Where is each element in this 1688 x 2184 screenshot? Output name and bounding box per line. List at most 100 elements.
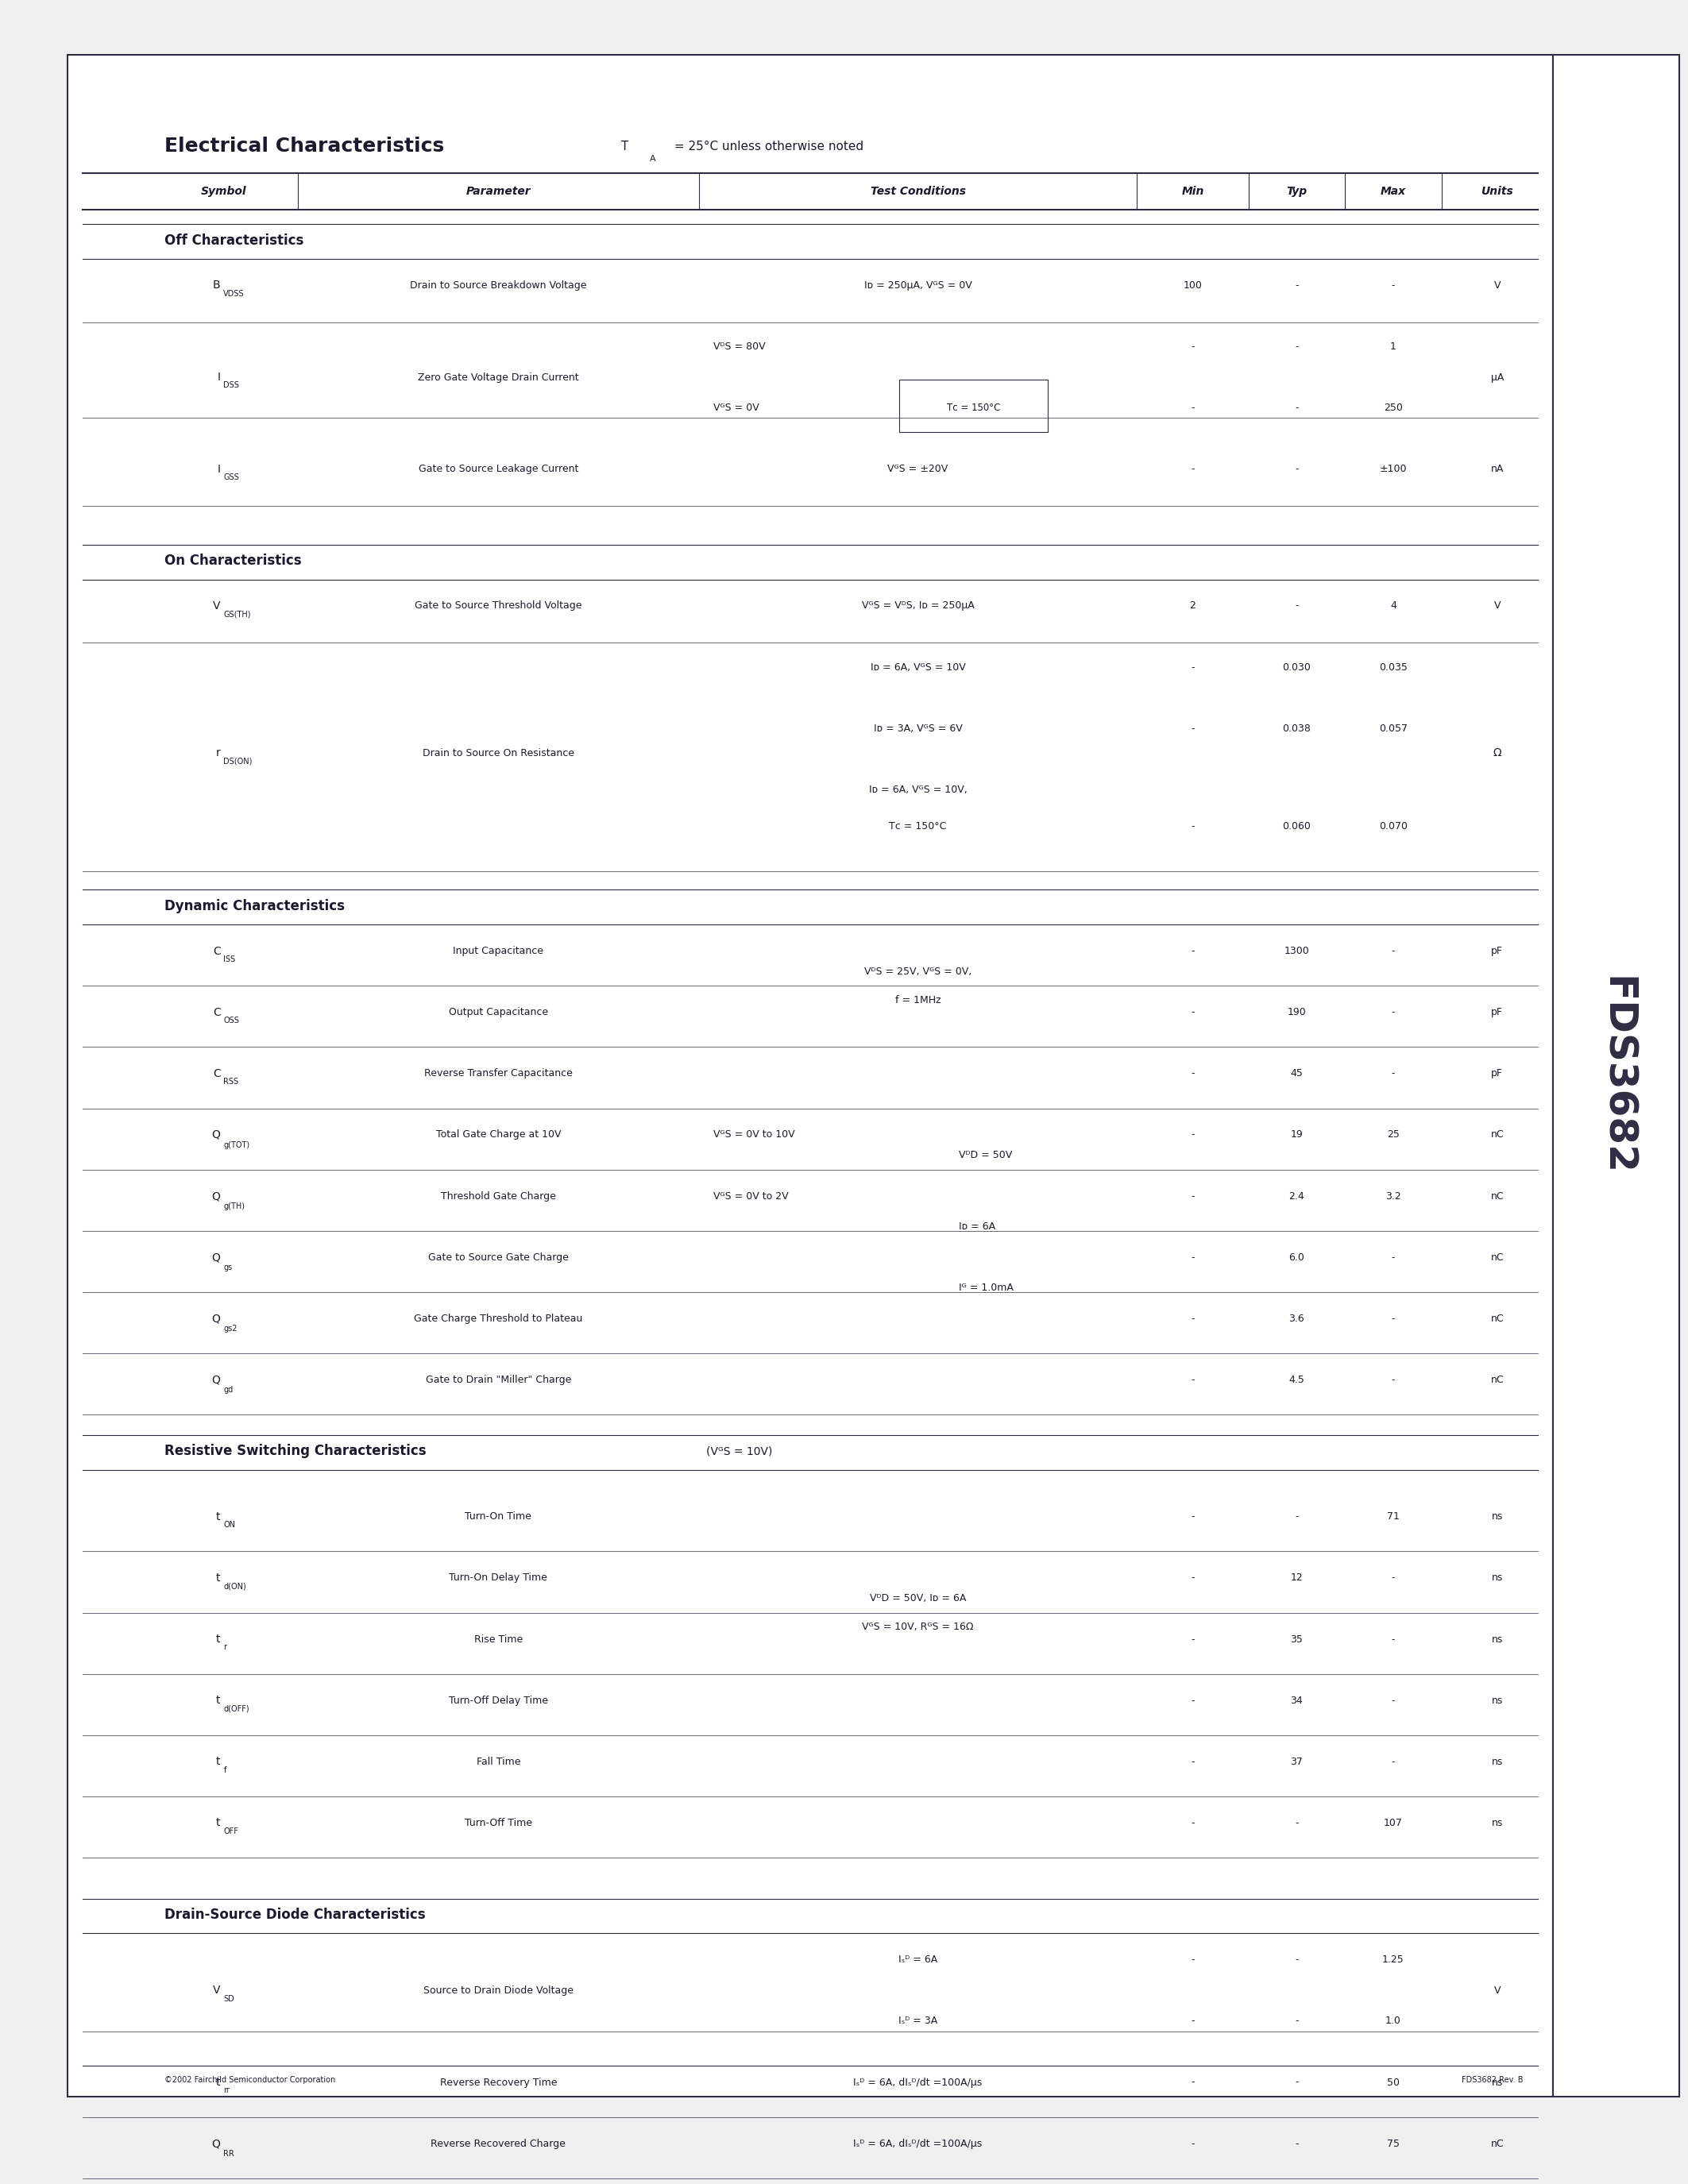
Text: Tᴄ = 150°C: Tᴄ = 150°C	[890, 821, 947, 832]
Text: Iᴅ = 6A, VᴳS = 10V: Iᴅ = 6A, VᴳS = 10V	[871, 662, 966, 673]
Text: -: -	[1192, 463, 1195, 474]
Text: pF: pF	[1491, 946, 1504, 957]
Text: Iₛᴰ = 6A, dIₛᴰ/dt =100A/μs: Iₛᴰ = 6A, dIₛᴰ/dt =100A/μs	[854, 2077, 982, 2088]
Text: Q: Q	[213, 1190, 221, 1201]
Text: Gate to Drain "Miller" Charge: Gate to Drain "Miller" Charge	[425, 1374, 571, 1385]
Text: VᴳS = 10V, RᴳS = 16Ω: VᴳS = 10V, RᴳS = 16Ω	[863, 1623, 974, 1631]
Text: nC: nC	[1491, 1129, 1504, 1140]
Text: -: -	[1192, 1313, 1195, 1324]
Text: C: C	[213, 1007, 221, 1018]
Text: t: t	[216, 1817, 221, 1828]
Text: Gate Charge Threshold to Plateau: Gate Charge Threshold to Plateau	[414, 1313, 582, 1324]
Text: Rise Time: Rise Time	[474, 1634, 523, 1645]
Text: V: V	[1494, 601, 1501, 612]
Text: t: t	[216, 1695, 221, 1706]
Text: VᴰS = 25V, VᴳS = 0V,: VᴰS = 25V, VᴳS = 0V,	[864, 965, 972, 976]
Text: r: r	[216, 747, 221, 758]
Text: Drain to Source Breakdown Voltage: Drain to Source Breakdown Voltage	[410, 280, 587, 290]
Text: Iᴅ = 6A, VᴳS = 10V,: Iᴅ = 6A, VᴳS = 10V,	[869, 784, 967, 795]
Text: VᴳS = 0V to 10V: VᴳS = 0V to 10V	[714, 1129, 795, 1140]
Text: gs2: gs2	[223, 1326, 238, 1332]
Text: Iₛᴰ = 6A, dIₛᴰ/dt =100A/μs: Iₛᴰ = 6A, dIₛᴰ/dt =100A/μs	[854, 2138, 982, 2149]
Text: Reverse Transfer Capacitance: Reverse Transfer Capacitance	[424, 1068, 572, 1079]
Text: -: -	[1391, 1374, 1394, 1385]
Text: (VᴳS = 10V): (VᴳS = 10V)	[706, 1446, 773, 1457]
Text: Iᴅ = 250μA, VᴳS = 0V: Iᴅ = 250μA, VᴳS = 0V	[864, 280, 972, 290]
Text: -: -	[1295, 1955, 1298, 1966]
Text: -: -	[1192, 1756, 1195, 1767]
Text: V: V	[213, 601, 221, 612]
Text: -: -	[1192, 1695, 1195, 1706]
Text: gd: gd	[223, 1387, 233, 1393]
Text: Typ: Typ	[1286, 186, 1307, 197]
Text: SD: SD	[223, 1994, 235, 2003]
Text: OFF: OFF	[223, 1828, 238, 1835]
Text: -: -	[1192, 1572, 1195, 1583]
Text: gs: gs	[223, 1265, 233, 1271]
Text: Symbol: Symbol	[201, 186, 246, 197]
Text: Output Capacitance: Output Capacitance	[449, 1007, 549, 1018]
Text: Source to Drain Diode Voltage: Source to Drain Diode Voltage	[424, 1985, 574, 1996]
Text: 107: 107	[1384, 1817, 1403, 1828]
Text: Threshold Gate Charge: Threshold Gate Charge	[441, 1190, 555, 1201]
Text: Drain-Source Diode Characteristics: Drain-Source Diode Characteristics	[164, 1909, 425, 1922]
Text: -: -	[1192, 1374, 1195, 1385]
Text: -: -	[1192, 946, 1195, 957]
Text: Drain to Source On Resistance: Drain to Source On Resistance	[422, 747, 574, 758]
Text: GSS: GSS	[223, 474, 240, 480]
Text: ns: ns	[1492, 2077, 1502, 2088]
Text: Fall Time: Fall Time	[476, 1756, 520, 1767]
Text: DSS: DSS	[223, 382, 240, 389]
Text: -: -	[1192, 1007, 1195, 1018]
Text: f: f	[223, 1767, 226, 1773]
Text: I: I	[218, 371, 221, 382]
Text: On Characteristics: On Characteristics	[164, 555, 300, 568]
Text: ns: ns	[1492, 1511, 1502, 1522]
Text: 0.057: 0.057	[1379, 723, 1408, 734]
Text: ISS: ISS	[223, 954, 236, 963]
Text: Iᴅ = 3A, VᴳS = 6V: Iᴅ = 3A, VᴳS = 6V	[874, 723, 962, 734]
Text: Gate to Source Threshold Voltage: Gate to Source Threshold Voltage	[415, 601, 582, 612]
Text: d(OFF): d(OFF)	[223, 1706, 250, 1712]
Text: Q: Q	[213, 2138, 221, 2149]
Text: 2.4: 2.4	[1290, 1190, 1305, 1201]
Text: 50: 50	[1388, 2077, 1399, 2088]
FancyBboxPatch shape	[68, 55, 1553, 2097]
Text: Q: Q	[213, 1251, 221, 1262]
Text: -: -	[1295, 1817, 1298, 1828]
Text: -: -	[1295, 280, 1298, 290]
Text: -: -	[1192, 723, 1195, 734]
Text: Turn-On Delay Time: Turn-On Delay Time	[449, 1572, 547, 1583]
Text: -: -	[1295, 463, 1298, 474]
Text: 0.070: 0.070	[1379, 821, 1408, 832]
Text: Test Conditions: Test Conditions	[871, 186, 966, 197]
Text: nC: nC	[1491, 1313, 1504, 1324]
Text: Total Gate Charge at 10V: Total Gate Charge at 10V	[436, 1129, 560, 1140]
Text: Turn-On Time: Turn-On Time	[464, 1511, 532, 1522]
Text: VᴳS = 0V to 2V: VᴳS = 0V to 2V	[714, 1190, 788, 1201]
Text: -: -	[1391, 1756, 1394, 1767]
Text: 3.6: 3.6	[1290, 1313, 1305, 1324]
Text: -: -	[1192, 1190, 1195, 1201]
Text: Electrical Characteristics: Electrical Characteristics	[164, 138, 444, 155]
Text: 45: 45	[1290, 1068, 1303, 1079]
Text: FDS3682: FDS3682	[1597, 976, 1636, 1175]
Text: t: t	[216, 2077, 221, 2088]
Text: pF: pF	[1491, 1068, 1504, 1079]
Text: 37: 37	[1290, 1756, 1303, 1767]
Text: 0.060: 0.060	[1283, 821, 1312, 832]
Text: -: -	[1391, 280, 1394, 290]
Text: g(TH): g(TH)	[223, 1203, 245, 1210]
Text: OSS: OSS	[223, 1016, 240, 1024]
Text: 6.0: 6.0	[1290, 1251, 1305, 1262]
Text: Iₛᴰ = 6A: Iₛᴰ = 6A	[898, 1955, 937, 1966]
Text: ns: ns	[1492, 1695, 1502, 1706]
Text: 0.030: 0.030	[1283, 662, 1312, 673]
Text: = 25°C unless otherwise noted: = 25°C unless otherwise noted	[670, 140, 864, 153]
Text: -: -	[1391, 946, 1394, 957]
Text: Gate to Source Leakage Current: Gate to Source Leakage Current	[419, 463, 579, 474]
Text: 2: 2	[1190, 601, 1195, 612]
Text: Zero Gate Voltage Drain Current: Zero Gate Voltage Drain Current	[419, 371, 579, 382]
Text: VᴰD = 50V, Iᴅ = 6A: VᴰD = 50V, Iᴅ = 6A	[869, 1592, 966, 1603]
Text: VᴰS = 80V: VᴰS = 80V	[714, 341, 766, 352]
